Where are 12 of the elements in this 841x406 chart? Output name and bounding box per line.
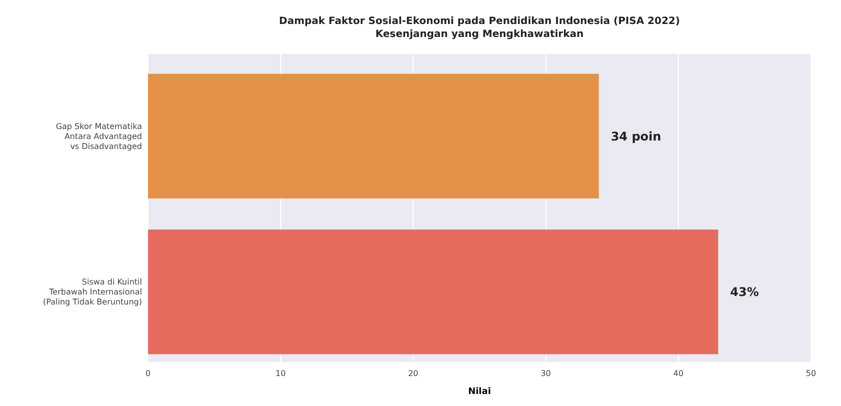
x-axis-title: Nilai <box>468 387 491 397</box>
x-tick-label: 0 <box>145 369 151 378</box>
x-tick-label: 50 <box>806 369 816 378</box>
x-tick-label: 40 <box>673 369 684 378</box>
chart-title: Dampak Faktor Sosial-Ekonomi pada Pendidikan Indonesia (PISA 2022) Kesenjangan yang Mengkhawatirkan <box>279 16 680 40</box>
data-label: 34 poin <box>610 129 662 144</box>
y-tick-label: Gap Skor Matematika Antara Advantaged vs Disadvantaged <box>56 122 142 151</box>
x-tick-label: 20 <box>408 369 418 378</box>
y-tick-label: Siswa di Kuintil Terbawah Internasional (Paling Tidak Beruntung) <box>43 278 142 307</box>
data-label: 43% <box>730 285 759 300</box>
x-tick-label: 10 <box>276 369 286 378</box>
x-tick-label: 30 <box>540 369 551 378</box>
